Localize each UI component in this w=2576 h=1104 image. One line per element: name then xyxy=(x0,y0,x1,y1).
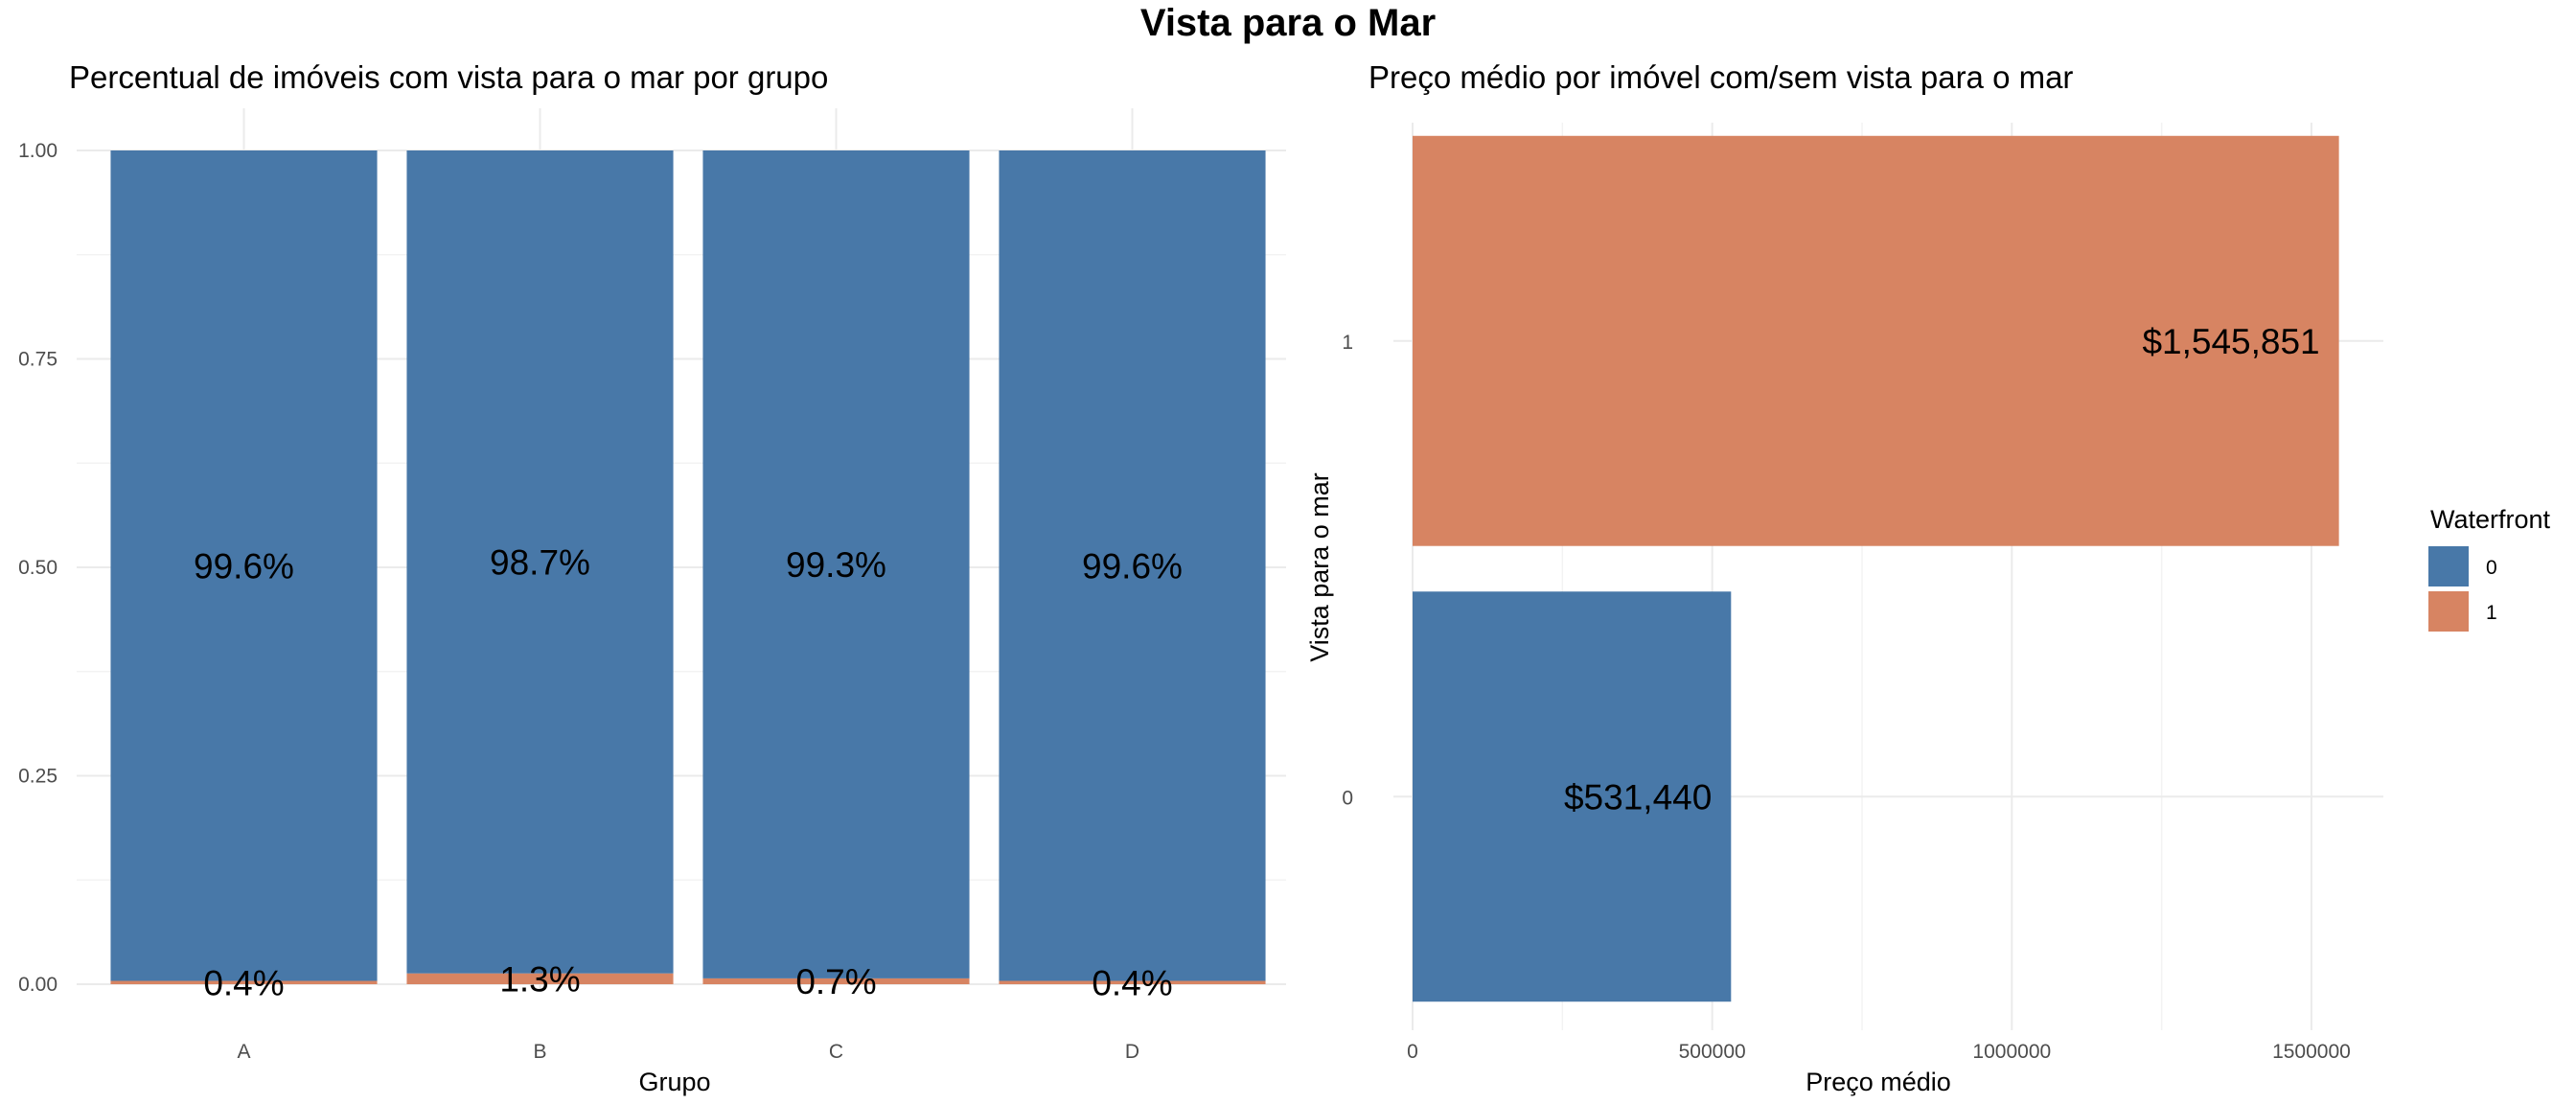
bar-waterfront-1 xyxy=(702,978,970,984)
main-title: Vista para o Mar xyxy=(1139,2,1437,44)
y-tick-label: 0.50 xyxy=(18,557,58,579)
data-label-waterfront-1: 0.4% xyxy=(1092,963,1172,1002)
legend-swatch-0 xyxy=(2428,546,2469,586)
data-label-waterfront-0: $531,440 xyxy=(1564,777,1712,816)
x-tick-label: 1500000 xyxy=(2272,1041,2351,1063)
bar-waterfront-1 xyxy=(1413,135,2339,546)
legend-swatch-1 xyxy=(2428,591,2469,632)
bar-waterfront-0 xyxy=(702,150,970,978)
x-tick-label: C xyxy=(829,1041,843,1063)
legend: Waterfront 0 1 xyxy=(2428,505,2551,632)
data-label-waterfront-0: 98.7% xyxy=(490,542,590,582)
x-tick-label: 1000000 xyxy=(1972,1041,2051,1063)
data-label-waterfront-0: 99.3% xyxy=(786,545,886,585)
data-label-waterfront-1: 0.4% xyxy=(203,963,284,1002)
x-tick-label: 0 xyxy=(1407,1041,1418,1063)
bar-waterfront-0 xyxy=(999,150,1266,981)
y-tick-label: 1 xyxy=(1342,332,1353,354)
data-label-waterfront-0: 99.6% xyxy=(1082,546,1183,586)
right-x-axis-title: Preço médio xyxy=(1806,1068,1951,1096)
data-label-waterfront-1: 1.3% xyxy=(499,959,580,999)
x-tick-label: 500000 xyxy=(1679,1041,1746,1063)
left-chart-panel: Percentual de imóveis com vista para o m… xyxy=(18,59,1286,1096)
y-tick-label: 1.00 xyxy=(18,140,58,162)
y-tick-label: 0.25 xyxy=(18,766,58,788)
right-chart-panel: Preço médio por imóvel com/sem vista par… xyxy=(1305,59,2383,1096)
left-chart-title: Percentual de imóveis com vista para o m… xyxy=(69,59,828,95)
bar-waterfront-1 xyxy=(999,980,1266,984)
data-label-waterfront-1: $1,545,851 xyxy=(2142,322,2319,361)
legend-label-1: 1 xyxy=(2486,602,2497,624)
x-tick-label: B xyxy=(533,1041,546,1063)
y-tick-label: 0 xyxy=(1342,787,1353,809)
bar-waterfront-1 xyxy=(110,980,378,984)
legend-label-0: 0 xyxy=(2486,557,2497,579)
bar-waterfront-0 xyxy=(406,150,674,974)
y-tick-label: 0.00 xyxy=(18,974,58,996)
y-tick-label: 0.75 xyxy=(18,349,58,371)
x-tick-label: A xyxy=(237,1041,250,1063)
data-label-waterfront-0: 99.6% xyxy=(194,546,294,586)
bar-waterfront-0 xyxy=(110,150,378,981)
bar-waterfront-1 xyxy=(406,973,674,984)
left-x-axis-title: Grupo xyxy=(638,1068,710,1096)
right-chart-title: Preço médio por imóvel com/sem vista par… xyxy=(1368,59,2073,95)
data-label-waterfront-1: 0.7% xyxy=(795,962,876,1001)
x-tick-label: D xyxy=(1125,1041,1139,1063)
legend-title: Waterfront xyxy=(2430,505,2551,534)
bar-waterfront-0 xyxy=(1413,591,1732,1002)
right-y-axis-title: Vista para o mar xyxy=(1305,472,1334,662)
